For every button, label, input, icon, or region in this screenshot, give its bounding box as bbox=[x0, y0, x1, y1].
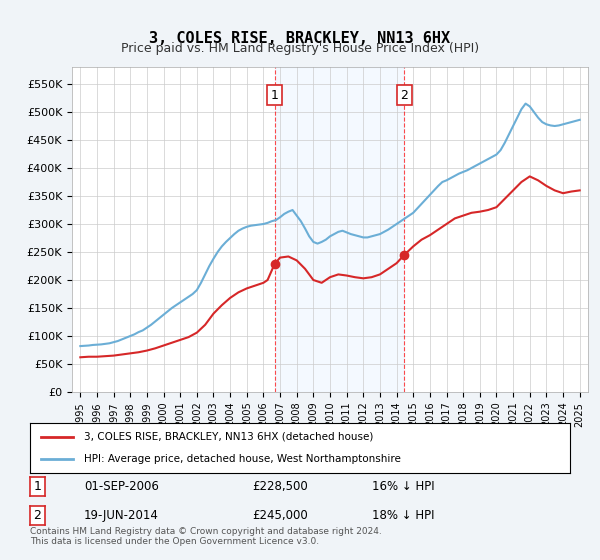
Text: 3, COLES RISE, BRACKLEY, NN13 6HX (detached house): 3, COLES RISE, BRACKLEY, NN13 6HX (detac… bbox=[84, 432, 373, 442]
Text: HPI: Average price, detached house, West Northamptonshire: HPI: Average price, detached house, West… bbox=[84, 454, 401, 464]
Text: £245,000: £245,000 bbox=[252, 508, 308, 522]
Text: 2: 2 bbox=[400, 88, 409, 102]
Text: 1: 1 bbox=[271, 88, 278, 102]
Text: £228,500: £228,500 bbox=[252, 479, 308, 493]
Text: 16% ↓ HPI: 16% ↓ HPI bbox=[372, 479, 434, 493]
Text: Contains HM Land Registry data © Crown copyright and database right 2024.
This d: Contains HM Land Registry data © Crown c… bbox=[30, 526, 382, 546]
Text: 01-SEP-2006: 01-SEP-2006 bbox=[84, 479, 159, 493]
Text: 19-JUN-2014: 19-JUN-2014 bbox=[84, 508, 159, 522]
Bar bbox=[275, 67, 404, 392]
Text: Price paid vs. HM Land Registry's House Price Index (HPI): Price paid vs. HM Land Registry's House … bbox=[121, 42, 479, 55]
Text: 3, COLES RISE, BRACKLEY, NN13 6HX: 3, COLES RISE, BRACKLEY, NN13 6HX bbox=[149, 31, 451, 46]
Text: 18% ↓ HPI: 18% ↓ HPI bbox=[372, 508, 434, 522]
Text: 1: 1 bbox=[34, 480, 41, 493]
Text: 2: 2 bbox=[34, 509, 41, 522]
